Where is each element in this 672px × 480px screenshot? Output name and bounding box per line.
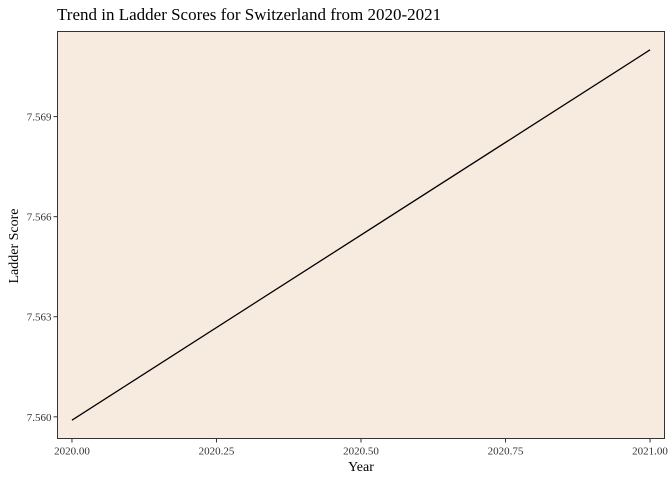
series-line — [71, 49, 651, 421]
x-axis-title: Year — [348, 460, 374, 475]
x-tick-label: 2020.25 — [199, 446, 235, 458]
y-tick-label: 7.563 — [27, 312, 52, 324]
x-axis: 2020.00 2020.25 2020.50 2020.75 2021.00 — [54, 438, 668, 458]
chart-title: Trend in Ladder Scores for Switzerland f… — [57, 5, 441, 24]
x-tick-label: 2020.50 — [343, 446, 379, 458]
y-tick-label: 7.560 — [27, 412, 52, 424]
series-layer — [71, 49, 651, 421]
y-tick-label: 7.566 — [27, 212, 52, 224]
y-tick-label: 7.569 — [27, 112, 52, 124]
y-axis-title: Ladder Score — [7, 208, 22, 283]
x-tick-label: 2020.00 — [54, 446, 90, 458]
x-tick-label: 2020.75 — [488, 446, 524, 458]
y-axis: 7.560 7.563 7.566 7.569 — [27, 112, 58, 424]
x-tick-label: 2021.00 — [632, 446, 668, 458]
